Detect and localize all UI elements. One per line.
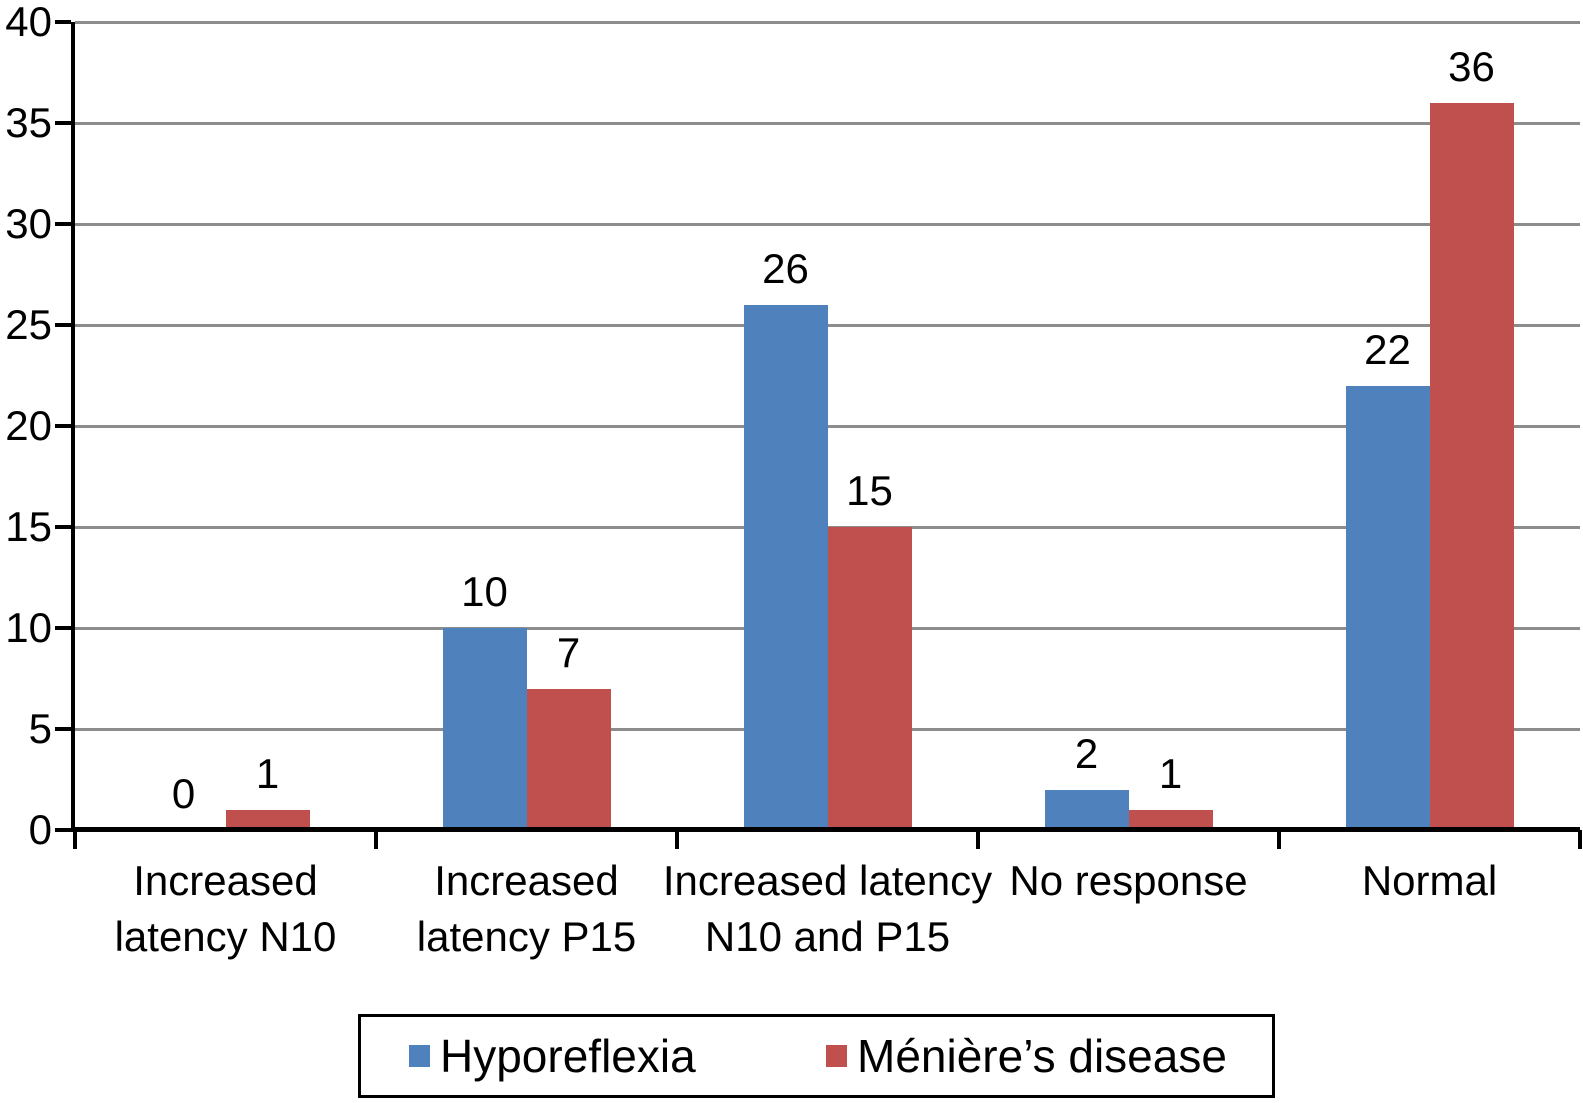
legend-item: Hyporeflexia <box>409 1017 696 1095</box>
category-label-line: latency P15 <box>416 913 637 960</box>
x-axis-line <box>71 827 1580 832</box>
y-axis-tick-label: 25 <box>5 301 52 348</box>
gridline <box>75 20 1580 24</box>
x-axis-category-label: No response <box>933 853 1324 909</box>
bar: 36 <box>1429 44 1514 830</box>
y-axis-tick-mark <box>55 424 71 428</box>
y-axis-tick-label: 35 <box>5 99 52 146</box>
y-axis-tick-label: 30 <box>5 200 52 247</box>
y-axis-tick-label: 0 <box>28 806 52 853</box>
bar-value-label: 2 <box>1074 729 1099 777</box>
x-axis-tick-mark <box>374 830 378 849</box>
x-axis-category-label: Increased latency N10 and P15 <box>632 853 1023 965</box>
legend-label: Hyporeflexia <box>440 1030 696 1082</box>
gridline <box>75 424 1580 428</box>
y-axis-tick-mark <box>55 525 71 529</box>
bar: 1 <box>225 751 310 830</box>
gridline <box>75 121 1580 125</box>
y-axis-tick-label: 20 <box>5 402 52 449</box>
category-label-line: Increased <box>434 857 619 904</box>
bar: 1 <box>1128 751 1213 830</box>
category-label-line: Increased <box>133 857 318 904</box>
x-axis-category-label: Normal <box>1234 853 1583 909</box>
y-axis-tick-label: 5 <box>28 705 52 752</box>
category-group: 26 15 <box>677 22 978 830</box>
y-axis-tick-mark <box>55 727 71 731</box>
y-axis-tick-mark <box>55 828 71 832</box>
category-label-line: Increased latency <box>662 857 993 904</box>
bar-value-label: 10 <box>461 568 508 615</box>
y-axis-tick-mark <box>55 222 71 226</box>
bar: 26 <box>743 246 828 830</box>
y-axis-tick-mark <box>55 323 71 327</box>
gridline <box>75 323 1580 327</box>
x-axis-tick-mark <box>1277 830 1281 849</box>
category-label-line: Normal <box>1361 857 1498 904</box>
gridline <box>75 222 1580 226</box>
category-label-line: latency N10 <box>114 913 337 960</box>
x-axis-tick-mark <box>976 830 980 849</box>
bar: 10 <box>442 570 527 830</box>
y-axis-line <box>71 22 75 830</box>
legend-item: Ménière’s disease <box>826 1017 1227 1095</box>
category-label-line: No response <box>1009 857 1248 904</box>
y-axis-tick-mark <box>55 20 71 24</box>
bar: 7 <box>526 630 611 830</box>
y-axis-tick-label: 15 <box>5 503 52 550</box>
bar-value-label: 1 <box>1158 749 1183 797</box>
bar-value-label: 1 <box>255 749 280 797</box>
bar-value-label: 22 <box>1364 325 1411 373</box>
legend-label: Ménière’s disease <box>857 1030 1227 1082</box>
y-axis-tick-label: 40 <box>5 0 52 45</box>
bar-value-label: 26 <box>762 244 809 292</box>
legend-swatch-icon <box>826 1045 847 1067</box>
chart-legend: Hyporeflexia Ménière’s disease <box>358 1014 1275 1098</box>
bar: 2 <box>1044 731 1129 830</box>
x-axis-tick-mark <box>1578 830 1582 849</box>
bar: 22 <box>1345 327 1430 830</box>
plot-area: 0 1 10 7 26 15 2 1 22 36 <box>55 20 1582 849</box>
bar: 15 <box>827 469 912 830</box>
x-axis-tick-mark <box>73 830 77 849</box>
bar-value-label: 7 <box>556 628 581 676</box>
legend-swatch-icon <box>409 1045 430 1067</box>
x-axis-category-label: Increased latency N10 <box>30 853 421 965</box>
bar-value-label: 15 <box>846 467 893 514</box>
bar-value-label: 36 <box>1448 42 1495 90</box>
x-axis-category-label: Increased latency P15 <box>331 853 722 965</box>
y-axis-tick-label: 10 <box>5 604 52 651</box>
category-label-line: N10 and P15 <box>704 913 951 960</box>
y-axis-tick-mark <box>55 121 71 125</box>
x-axis-tick-mark <box>675 830 679 849</box>
bar-value-label: 0 <box>171 770 196 817</box>
category-group: 10 7 <box>376 22 677 830</box>
category-group: 22 36 <box>1279 22 1580 830</box>
y-axis-tick-mark <box>55 626 71 630</box>
